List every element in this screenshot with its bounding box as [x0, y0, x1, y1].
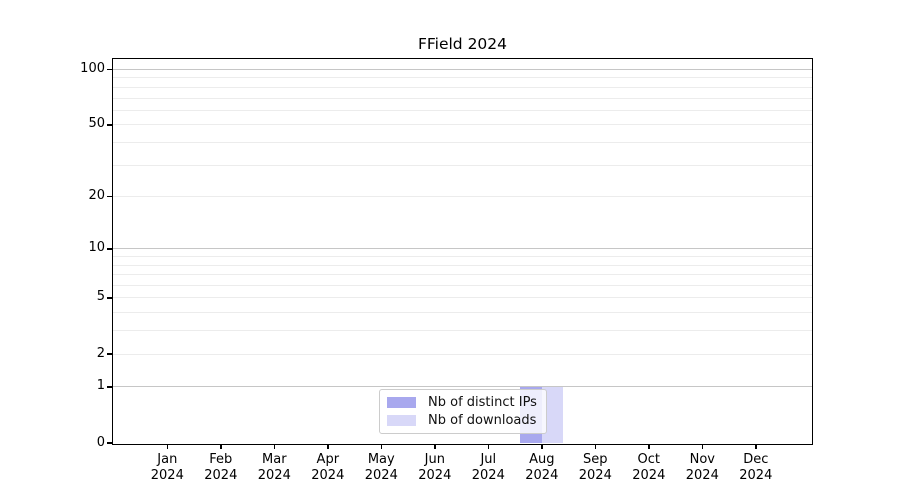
y-tick-mark: [107, 68, 112, 71]
x-tick-mark: [327, 444, 329, 449]
x-tick-label: Jun 2024: [418, 452, 452, 484]
x-tick-label: Sep 2024: [578, 452, 612, 484]
y-tick-label: 10: [88, 240, 105, 256]
x-tick-label: Feb 2024: [204, 452, 238, 484]
y-tick-label: 2: [96, 345, 105, 361]
minor-gridline: [113, 196, 812, 198]
minor-gridline: [113, 86, 812, 88]
x-tick-mark: [380, 444, 383, 449]
legend-entry-distinct-ips: Nb of distinct IPs: [387, 395, 537, 410]
y-tick-label: 20: [88, 188, 105, 204]
minor-gridline: [113, 77, 812, 79]
minor-gridline: [113, 256, 812, 258]
bar-downloads: [541, 386, 564, 443]
y-tick-mark: [107, 353, 112, 355]
minor-gridline: [113, 330, 812, 332]
x-tick-mark: [434, 444, 436, 449]
y-tick-label: 0: [96, 434, 105, 450]
x-tick-label: May 2024: [364, 452, 398, 484]
y-tick-mark: [107, 386, 112, 388]
y-tick-mark: [107, 124, 112, 126]
x-tick-mark: [594, 444, 597, 449]
x-tick-mark: [541, 444, 543, 449]
x-tick-label: Jul 2024: [471, 452, 505, 484]
x-tick-label: Mar 2024: [257, 452, 291, 484]
minor-gridline: [113, 297, 812, 299]
x-tick-label: Dec 2024: [739, 452, 773, 484]
x-tick-mark: [220, 444, 222, 449]
chart-title: FField 2024: [417, 35, 508, 53]
x-tick-mark: [648, 444, 650, 449]
legend-swatch-downloads: [387, 415, 416, 426]
minor-gridline: [113, 97, 812, 99]
y-tick-label: 100: [80, 61, 105, 76]
x-tick-label: Nov 2024: [685, 452, 719, 484]
minor-gridline: [113, 264, 812, 266]
legend-swatch-distinct-ips: [387, 397, 416, 408]
minor-gridline: [113, 141, 812, 143]
minor-gridline: [113, 312, 812, 314]
x-tick-label: Aug 2024: [525, 452, 559, 484]
minor-gridline: [113, 353, 812, 355]
x-tick-mark: [273, 444, 276, 449]
x-tick-mark: [487, 444, 490, 449]
y-tick-mark: [107, 442, 112, 444]
y-tick-label: 50: [88, 116, 105, 132]
x-tick-mark: [166, 444, 169, 449]
x-tick-mark: [701, 444, 704, 449]
y-tick-mark: [107, 195, 112, 198]
minor-gridline: [113, 124, 812, 126]
major-gridline: [113, 69, 812, 70]
x-tick-mark: [755, 444, 757, 449]
x-tick-label: Jan 2024: [150, 452, 184, 484]
legend-label-distinct-ips: Nb of distinct IPs: [428, 395, 537, 410]
minor-gridline: [113, 285, 812, 287]
legend: Nb of distinct IPs Nb of downloads: [379, 389, 547, 434]
major-gridline: [113, 386, 812, 388]
x-tick-label: Oct 2024: [632, 452, 666, 484]
legend-label-downloads: Nb of downloads: [428, 413, 537, 428]
minor-gridline: [113, 274, 812, 276]
y-tick-label: 1: [96, 378, 105, 394]
x-tick-label: Apr 2024: [311, 452, 345, 484]
y-tick-mark: [107, 297, 112, 299]
y-tick-mark: [107, 248, 112, 250]
legend-entry-downloads: Nb of downloads: [387, 413, 537, 428]
major-gridline: [113, 248, 812, 250]
y-tick-label: 5: [96, 289, 105, 305]
minor-gridline: [113, 109, 812, 111]
minor-gridline: [113, 164, 812, 166]
